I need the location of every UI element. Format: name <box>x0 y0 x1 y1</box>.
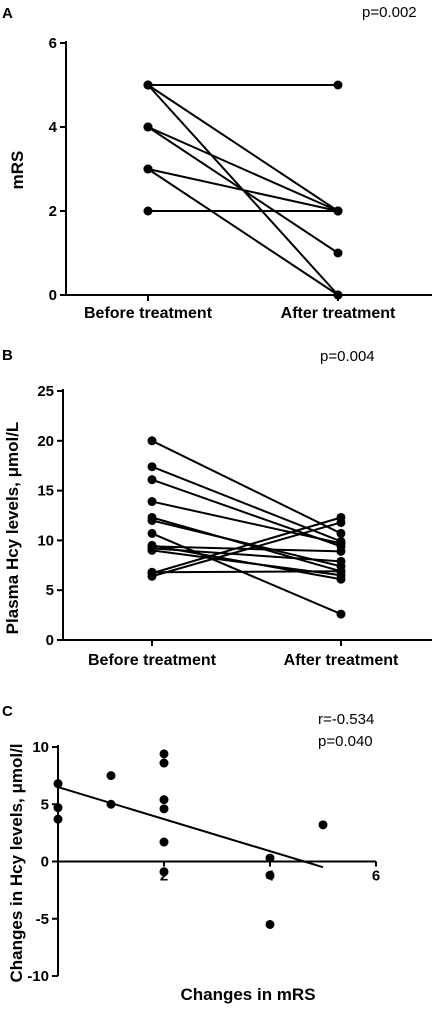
series-line-5 <box>147 168 339 212</box>
scatter-point <box>53 803 63 813</box>
data-point <box>333 206 343 216</box>
x-category-before-a: Before treatment <box>84 305 213 322</box>
panel-letter-c: C <box>2 703 13 720</box>
data-point <box>143 80 153 90</box>
data-point <box>336 546 346 556</box>
y-tick-label: 6 <box>49 35 57 52</box>
scatter-point <box>265 870 275 880</box>
panel-letter-b: B <box>2 347 13 364</box>
series-line-0 <box>151 439 342 535</box>
data-point <box>147 462 157 472</box>
y-tick-label: 5 <box>46 582 54 599</box>
series-line-10 <box>151 516 342 575</box>
x-category-after-b: After treatment <box>284 652 399 669</box>
y-tick-label: 10 <box>32 739 49 756</box>
x-axis-title-c: Changes in mRS <box>180 985 315 1004</box>
y-tick-label: 20 <box>37 433 54 450</box>
scatter-point <box>159 804 169 814</box>
lines-a <box>147 84 339 296</box>
y-tick-label: -10 <box>27 968 49 985</box>
y-tick-label: 5 <box>41 796 49 813</box>
y-tick-label: 0 <box>46 632 54 649</box>
data-point <box>147 541 157 551</box>
y-tick-label: 0 <box>49 287 57 304</box>
y-tick-label: 4 <box>49 119 58 136</box>
data-point <box>333 290 343 300</box>
scatter-point <box>53 779 63 789</box>
r-value-c: r=-0.534 <box>318 711 374 728</box>
y-axis-title-a: mRS <box>8 151 27 190</box>
scatter-point <box>106 799 116 809</box>
series-line-2 <box>147 84 339 212</box>
y-tick-label: 0 <box>41 854 49 871</box>
scatter-point <box>53 814 63 824</box>
series-line-2 <box>151 478 342 548</box>
data-point <box>336 517 346 527</box>
x-tick-label: 6 <box>372 868 380 885</box>
axes-c: -10-50510246 <box>27 739 380 985</box>
panel-a: A p=0.002 mRS 0 2 4 6 Before treatment Afte… <box>2 4 432 322</box>
scatter-point <box>106 771 116 781</box>
y-axis-title-b: Plasma Hcy levels, μmol/L <box>3 422 22 635</box>
lines-b <box>151 439 342 616</box>
panel-letter-a: A <box>2 5 13 22</box>
data-point <box>336 528 346 538</box>
p-value-c: p=0.040 <box>318 733 373 750</box>
scatter-point <box>159 758 169 768</box>
fit-line-c <box>57 786 324 869</box>
y-tick-label: 10 <box>37 532 54 549</box>
y-tick-label: 25 <box>37 383 54 400</box>
data-point <box>147 567 157 577</box>
data-point <box>336 609 346 619</box>
scatter-point <box>159 795 169 805</box>
data-point <box>147 475 157 485</box>
data-point <box>147 515 157 525</box>
p-value-b: p=0.004 <box>320 348 375 365</box>
data-point <box>143 164 153 174</box>
series-line-12 <box>151 570 342 574</box>
data-point <box>336 566 346 576</box>
points-c <box>53 749 328 929</box>
scatter-point <box>159 867 169 877</box>
scatter-point <box>318 820 328 830</box>
regression-line <box>57 786 324 869</box>
data-point <box>333 80 343 90</box>
y-tick-label: -5 <box>36 911 49 928</box>
scatter-point <box>159 749 169 759</box>
series-line-8 <box>151 547 342 563</box>
scatter-point <box>159 837 169 847</box>
axes-a: 0 2 4 6 <box>49 35 432 304</box>
points-a <box>143 80 343 300</box>
data-point <box>333 248 343 258</box>
y-axis-title-c: Changes in Hcy levels, μmol/l <box>7 743 26 982</box>
p-value-a: p=0.002 <box>362 4 417 21</box>
x-category-after-a: After treatment <box>281 305 396 322</box>
y-tick-label: 15 <box>37 483 54 500</box>
data-point <box>143 206 153 216</box>
data-point <box>147 528 157 538</box>
panel-b: B p=0.004 Plasma Hcy levels, μmol/L 0 5 10… <box>2 347 432 669</box>
points-b <box>147 436 346 619</box>
series-line-3 <box>151 500 342 545</box>
series-line-1 <box>151 465 342 543</box>
data-point <box>336 538 346 548</box>
y-tick-label: 2 <box>49 203 57 220</box>
series-line-13 <box>151 545 342 553</box>
data-point <box>336 556 346 566</box>
axes-b: 0 5 10 15 20 25 <box>37 383 432 649</box>
x-category-before-b: Before treatment <box>88 652 217 669</box>
scatter-point <box>265 853 275 863</box>
data-point <box>143 122 153 132</box>
data-point <box>147 497 157 507</box>
scatter-point <box>265 919 275 929</box>
data-point <box>147 436 157 446</box>
series-line-3 <box>147 126 339 212</box>
series-line-6 <box>147 168 339 296</box>
panel-c: C r=-0.534 p=0.040 Changes in Hcy levels… <box>2 703 380 1004</box>
